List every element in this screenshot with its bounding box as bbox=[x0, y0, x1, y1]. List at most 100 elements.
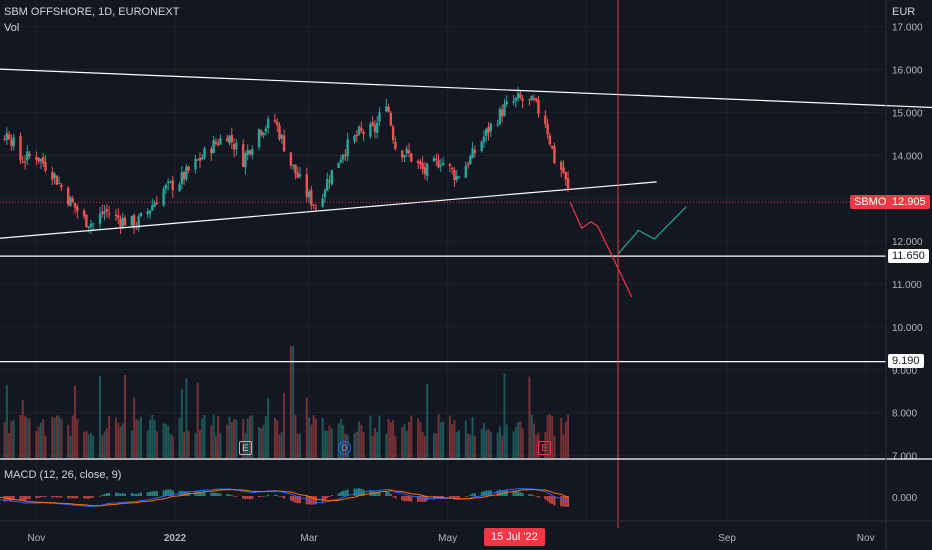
earnings-event-icon[interactable]: E bbox=[239, 441, 252, 455]
candle-body bbox=[450, 168, 454, 170]
candle-body bbox=[5, 133, 9, 140]
volume-bar bbox=[501, 435, 504, 458]
macd-histogram-bar bbox=[55, 496, 58, 498]
candle-body bbox=[246, 149, 249, 155]
volume-bar bbox=[233, 418, 236, 458]
candle-body bbox=[57, 182, 61, 184]
candle-body bbox=[212, 140, 215, 153]
macd-histogram-bar bbox=[60, 496, 63, 498]
macd-histogram-bar bbox=[196, 491, 199, 496]
volume-bar bbox=[496, 432, 499, 458]
candle-body bbox=[560, 162, 563, 170]
volume-bar bbox=[210, 425, 213, 458]
macd-histogram-bar bbox=[530, 494, 533, 496]
macd-histogram-bar bbox=[346, 489, 349, 496]
volume-bar bbox=[487, 428, 490, 458]
macd-histogram-bar bbox=[183, 491, 186, 496]
volume-bar bbox=[289, 346, 292, 458]
candle-body bbox=[187, 166, 190, 171]
volume-bar bbox=[194, 432, 197, 458]
macd-histogram-bar bbox=[464, 496, 467, 497]
macd-histogram-bar bbox=[99, 496, 102, 497]
macd-histogram-bar bbox=[137, 493, 140, 496]
volume-bar bbox=[12, 419, 15, 458]
macd-histogram-bar bbox=[101, 494, 104, 496]
macd-histogram-bar bbox=[389, 493, 392, 496]
macd-histogram-bar bbox=[244, 496, 247, 500]
candle-body bbox=[328, 181, 331, 183]
volume-bar bbox=[439, 422, 442, 458]
macd-histogram-bar bbox=[560, 496, 563, 507]
candle-body bbox=[314, 207, 318, 209]
macd-histogram-bar bbox=[248, 496, 251, 500]
candle-body bbox=[71, 198, 74, 203]
macd-histogram-bar bbox=[562, 496, 565, 507]
macd-histogram-bar bbox=[280, 496, 283, 497]
x-tick-label: Sep bbox=[718, 533, 736, 544]
volume-bar bbox=[185, 378, 188, 458]
candle-body bbox=[346, 139, 349, 157]
candle-body bbox=[519, 94, 522, 99]
volume-bar bbox=[262, 424, 265, 458]
macd-histogram-bar bbox=[3, 496, 6, 502]
candle-body bbox=[103, 211, 106, 214]
macd-histogram-bar bbox=[121, 493, 124, 496]
candle-body bbox=[19, 135, 22, 161]
x-tick-label: 2022 bbox=[164, 533, 187, 544]
macd-histogram-bar bbox=[294, 496, 297, 503]
volume-bar bbox=[337, 423, 340, 458]
macd-histogram-bar bbox=[567, 496, 570, 507]
candle-body bbox=[123, 217, 127, 226]
volume-bar bbox=[517, 421, 520, 458]
volume-bar bbox=[567, 414, 570, 458]
candle-body bbox=[469, 155, 472, 164]
candle-body bbox=[282, 135, 286, 152]
macd-histogram-bar bbox=[342, 490, 345, 496]
x-tick-label: Nov bbox=[857, 533, 875, 544]
volume-bar bbox=[294, 414, 297, 458]
macd-histogram-bar bbox=[505, 489, 508, 496]
candle-body bbox=[487, 126, 490, 133]
candle-body bbox=[278, 125, 281, 140]
volume-bar bbox=[403, 423, 406, 458]
projection-path-up bbox=[617, 206, 687, 255]
volume-bar bbox=[171, 435, 174, 458]
candle-body bbox=[132, 215, 136, 229]
candle-body bbox=[198, 157, 202, 161]
candle-body bbox=[323, 190, 327, 197]
candle-body bbox=[264, 128, 268, 132]
candle-body bbox=[326, 179, 329, 191]
volume-bar bbox=[155, 431, 158, 458]
dividend-event-icon[interactable]: D bbox=[338, 441, 351, 455]
candle-body bbox=[146, 211, 149, 214]
candle-body bbox=[394, 141, 397, 150]
volume-bar bbox=[42, 419, 45, 458]
macd-histogram-bar bbox=[467, 495, 470, 497]
macd-histogram-bar bbox=[19, 496, 22, 501]
volume-bar bbox=[339, 419, 342, 458]
earnings-event-icon-future[interactable]: E bbox=[538, 441, 551, 455]
candle-body bbox=[35, 156, 38, 160]
volume-bar bbox=[503, 373, 506, 458]
macd-tick-label: 0.000 bbox=[892, 493, 917, 504]
candle-body bbox=[516, 93, 520, 99]
volume-bar bbox=[178, 418, 181, 458]
candle-body bbox=[546, 124, 549, 135]
volume-bar bbox=[562, 434, 565, 458]
volume-bar bbox=[528, 376, 531, 458]
candle-body bbox=[164, 184, 168, 190]
candle-body bbox=[12, 137, 15, 147]
candle-body bbox=[276, 121, 279, 126]
macd-histogram-bar bbox=[212, 492, 215, 496]
volume-bar bbox=[535, 434, 538, 458]
candle-body bbox=[307, 191, 311, 198]
macd-histogram-bar bbox=[532, 495, 535, 496]
volume-bar bbox=[217, 415, 220, 458]
candle-body bbox=[514, 97, 517, 102]
volume-bar bbox=[553, 435, 556, 458]
volume-bar bbox=[480, 429, 483, 458]
volume-bar bbox=[442, 421, 445, 458]
macd-histogram-bar bbox=[535, 496, 538, 497]
volume-bar bbox=[544, 431, 547, 458]
